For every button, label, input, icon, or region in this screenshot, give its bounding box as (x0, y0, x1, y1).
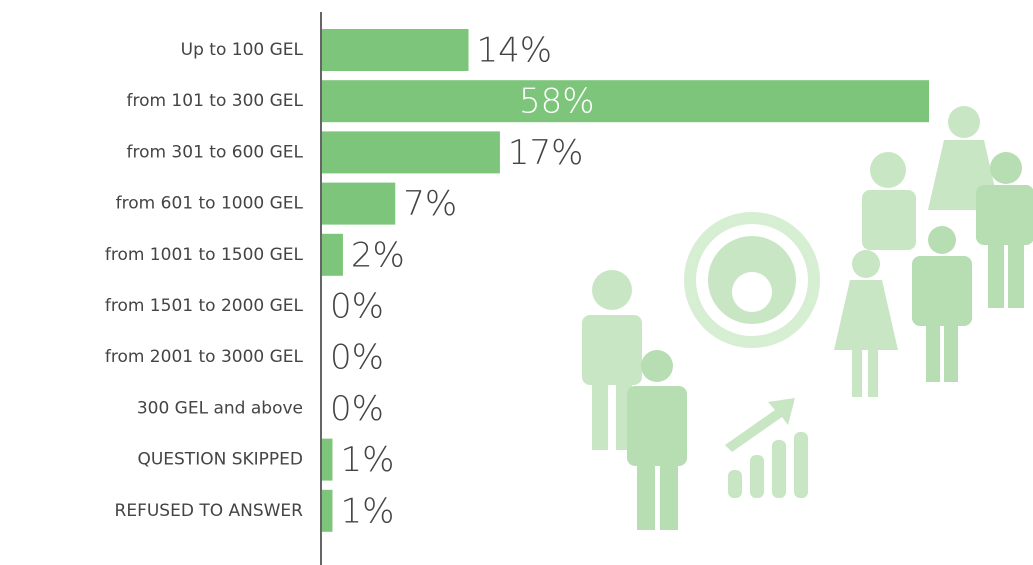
category-label: from 601 to 1000 GEL (116, 194, 304, 214)
decoration (582, 106, 1033, 530)
category-label: 300 GEL and above (137, 398, 303, 418)
value-label: 14% (477, 31, 553, 71)
bar (322, 29, 469, 71)
bar (322, 233, 343, 276)
category-label: Up to 100 GEL (181, 40, 304, 60)
category-label: from 1001 to 1500 GEL (105, 245, 304, 265)
value-label: 0% (330, 389, 384, 429)
bar (322, 489, 333, 532)
value-label: 1% (340, 440, 394, 480)
bar (322, 182, 396, 225)
value-label: 17% (508, 133, 584, 173)
category-label: from 101 to 300 GEL (126, 91, 303, 111)
value-label: 0% (330, 287, 384, 327)
bar (322, 80, 929, 123)
value-label: 1% (340, 491, 394, 531)
category-label: REFUSED TO ANSWER (115, 501, 304, 521)
category-label: QUESTION SKIPPED (137, 450, 303, 470)
value-label: 7% (403, 184, 457, 224)
bar (322, 438, 333, 481)
value-label: 0% (330, 338, 384, 378)
category-label: from 2001 to 3000 GEL (105, 347, 304, 367)
value-label: 2% (351, 235, 405, 275)
bar (322, 131, 500, 174)
category-label: from 1501 to 2000 GEL (105, 296, 304, 316)
value-label: 58% (519, 82, 595, 122)
category-label: from 301 to 600 GEL (126, 142, 303, 162)
